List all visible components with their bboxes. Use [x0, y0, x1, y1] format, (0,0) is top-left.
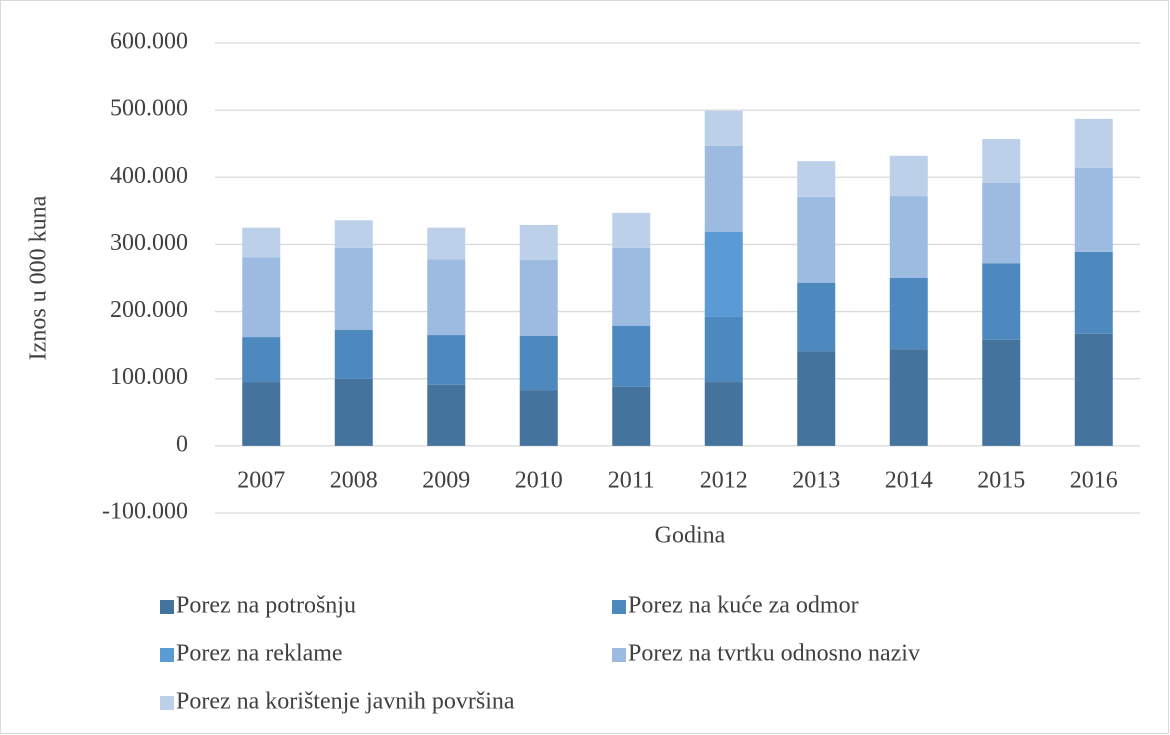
bar-segment — [889, 196, 928, 278]
x-tick-label: 2015 — [977, 467, 1025, 493]
x-tick-label: 2008 — [330, 467, 378, 493]
bar-segment — [889, 155, 928, 197]
y-tick-label: 200.000 — [110, 297, 188, 323]
x-tick-label: 2012 — [700, 467, 748, 493]
bar-segment — [519, 335, 558, 391]
bar-segment — [797, 351, 836, 446]
bar-segment — [1074, 118, 1113, 168]
bar-segment — [427, 384, 466, 446]
legend-swatch — [160, 600, 174, 614]
y-tick-label: 300.000 — [110, 230, 188, 256]
bar-segment — [704, 382, 743, 446]
bar-segment — [242, 337, 281, 383]
bar-segment — [334, 378, 373, 446]
bar-segment — [519, 224, 558, 260]
legend-label: Porez na korištenje javnih površina — [176, 689, 515, 715]
bar-segment — [704, 145, 743, 232]
bar-segment — [334, 220, 373, 248]
bar-segment — [704, 316, 743, 383]
bar-segment — [612, 212, 651, 248]
bar-segment — [1074, 167, 1113, 252]
legend-label: Porez na kuće za odmor — [628, 593, 859, 619]
bar-segment — [704, 110, 743, 146]
x-tick-label: 2007 — [237, 467, 285, 493]
x-tick-label: 2014 — [885, 467, 933, 493]
y-tick-label: 600.000 — [110, 29, 188, 55]
bar-segment — [982, 139, 1021, 183]
y-axis-title: Iznos u 000 kuna — [26, 195, 52, 360]
bar-segment — [242, 227, 281, 258]
bar-segment — [1074, 333, 1113, 446]
bar-segment — [1074, 251, 1113, 334]
bar-segment — [427, 335, 466, 385]
y-tick-label: 100.000 — [110, 364, 188, 390]
legend-swatch — [612, 648, 626, 662]
y-tick-label: 500.000 — [110, 96, 188, 122]
y-tick-label: 400.000 — [110, 163, 188, 189]
bar-segment — [612, 247, 651, 326]
bar-segment — [612, 386, 651, 446]
y-tick-label: -100.000 — [102, 499, 188, 525]
bar-segment — [982, 182, 1021, 264]
bar-segment — [427, 227, 466, 260]
legend-label: Porez na tvrtku odnosno naziv — [628, 641, 920, 667]
y-tick-label: 0 — [176, 431, 188, 457]
x-axis-title: Godina — [655, 523, 726, 549]
legend-swatch — [160, 696, 174, 710]
bar-segment — [334, 247, 373, 330]
legend-label: Porez na reklame — [176, 641, 343, 667]
bar-segment — [612, 325, 651, 387]
bar-segment — [889, 349, 928, 446]
x-tick-label: 2009 — [422, 467, 470, 493]
legend-swatch — [612, 600, 626, 614]
legend-label: Porez na potrošnju — [176, 593, 356, 619]
bar-segment — [242, 382, 281, 446]
x-tick-label: 2016 — [1070, 467, 1118, 493]
bar-segment — [519, 390, 558, 446]
x-tick-label: 2010 — [515, 467, 563, 493]
bar-segment — [982, 339, 1021, 446]
bar-segment — [797, 196, 836, 283]
bar-segment — [797, 161, 836, 197]
x-tick-label: 2013 — [792, 467, 840, 493]
bar-segment — [982, 263, 1021, 340]
bar-segment — [797, 282, 836, 352]
bar-segment — [519, 259, 558, 336]
bar-segment — [242, 257, 281, 338]
bar-segment — [334, 329, 373, 379]
bar-segment — [889, 278, 928, 350]
x-tick-label: 2011 — [608, 467, 655, 493]
legend-swatch — [160, 648, 174, 662]
bar-segment — [427, 259, 466, 336]
bar-segment — [704, 231, 743, 317]
